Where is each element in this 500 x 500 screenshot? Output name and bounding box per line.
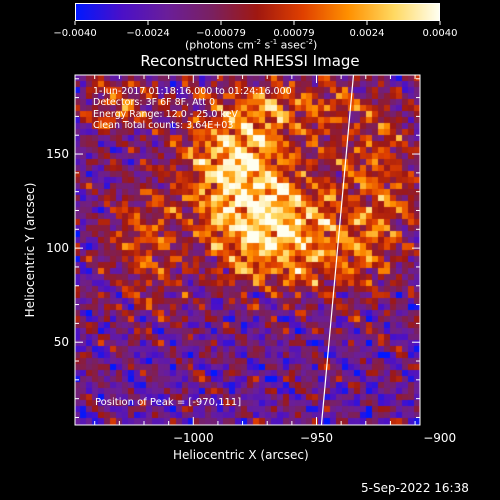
annotation-time-range: 1-Jun-2017 01:18:16.000 to 01:24:16.000 (93, 86, 292, 97)
annotation-detectors: Detectors: 3F 6F 8F, Att 0 (93, 97, 216, 109)
x-tick-label: −1000 (173, 431, 214, 445)
solar-limb-line (320, 74, 355, 426)
x-tick-label: −950 (300, 431, 333, 445)
colorbar-tick-label: −0.0040 (53, 28, 96, 39)
colorbar-tick-label: 0.0040 (423, 28, 458, 39)
plot-frame (74, 74, 421, 426)
annotation-counts: Clean Total counts: 3.64E+03 (93, 119, 234, 131)
colorbar-tick-label: 0.00079 (273, 28, 314, 39)
annotation-block: 1-Jun-2017 01:18:16.000 to 01:24:16.000 … (93, 86, 292, 131)
footer-date: 5-Sep-2022 16:38 (361, 481, 469, 495)
colorbar-tick-label: 0.0024 (350, 28, 385, 39)
x-tick-label: −900 (423, 431, 456, 445)
x-axis-label: Heliocentric X (arcsec) (173, 448, 309, 462)
y-tick-label: 150 (46, 147, 69, 161)
annotation-energy-range: Energy Range: 12.0 - 25.0 keV (93, 108, 238, 120)
colorbar-ticks: −0.0040 −0.0024 −0.00079 0.00079 0.0024 0.004… (53, 21, 458, 39)
colorbar-tick-label: −0.00079 (196, 28, 246, 39)
y-tick-label: 50 (54, 335, 69, 349)
y-axis-label: Heliocentric Y (arcsec) (23, 182, 37, 318)
peak-position-label: Position of Peak = [-970,111] (95, 397, 242, 408)
chart-title: Reconstructed RHESSI Image (140, 52, 360, 70)
colorbar (75, 3, 440, 21)
colorbar-tick-label: −0.0024 (126, 28, 169, 39)
colorbar-unit: (photons cm-2 s-1 asec-2) (185, 38, 318, 52)
y-tick-label: 100 (46, 241, 69, 255)
heatmap-image (75, 75, 420, 425)
